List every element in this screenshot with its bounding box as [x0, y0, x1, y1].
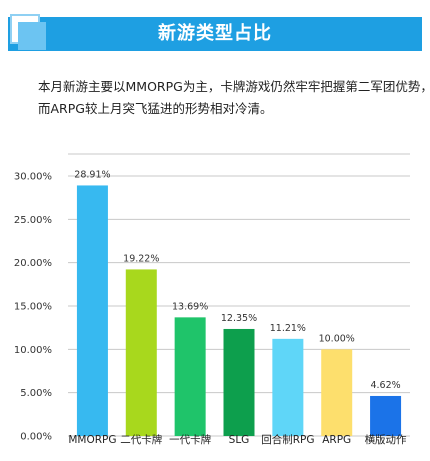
y-tick-label: 25.00%: [14, 215, 52, 226]
category-label: 回合制RPG: [261, 433, 314, 446]
bar: [272, 338, 304, 436]
category-label: MMORPG: [68, 434, 116, 446]
data-label: 13.69%: [172, 301, 208, 312]
category-label: SLG: [229, 434, 250, 446]
bar: [76, 185, 108, 436]
header-band: 新游类型占比: [8, 17, 422, 51]
y-tick-label: 15.00%: [14, 302, 52, 313]
bar: [223, 328, 255, 436]
bar: [174, 317, 206, 436]
data-label: 12.35%: [221, 313, 257, 324]
bar: [125, 269, 157, 436]
y-tick-label: 20.00%: [14, 258, 52, 269]
corner-square-filled: [18, 22, 46, 50]
data-label: 4.62%: [370, 380, 400, 391]
bar: [370, 395, 402, 436]
grid-layer: [68, 153, 410, 437]
intro-line-1: 本月新游主要以MMORPG为主，卡牌游戏仍然牢牢把握第二军团优势，: [38, 79, 430, 94]
category-label: 一代卡牌: [169, 433, 211, 446]
y-tick-label: 30.00%: [14, 172, 52, 183]
intro-text: 本月新游主要以MMORPG为主，卡牌游戏仍然牢牢把握第二军团优势， 而ARPG较…: [38, 76, 430, 120]
category-label: 二代卡牌: [120, 433, 162, 446]
y-tick-label: 5.00%: [20, 388, 52, 399]
labels-layer: 0.00% 5.00% 10.00% 15.00% 20.00% 25.00% 30.00%…: [14, 169, 407, 446]
category-label: ARPG: [322, 434, 351, 446]
data-label: 10.00%: [319, 333, 355, 344]
y-tick-label: 10.00%: [14, 345, 52, 356]
data-label: 19.22%: [123, 253, 159, 264]
corner-squares-icon: [10, 14, 46, 50]
y-tick-label: 0.00%: [20, 432, 52, 443]
page-title: 新游类型占比: [158, 23, 272, 44]
intro-line-2: 而ARPG较上月突飞猛进的形势相对冷清。: [38, 101, 273, 116]
data-label: 11.21%: [270, 323, 306, 334]
bar: [321, 349, 353, 436]
bars-layer: [76, 185, 402, 436]
category-label: 横版动作: [365, 433, 407, 446]
data-label: 28.91%: [74, 169, 110, 180]
